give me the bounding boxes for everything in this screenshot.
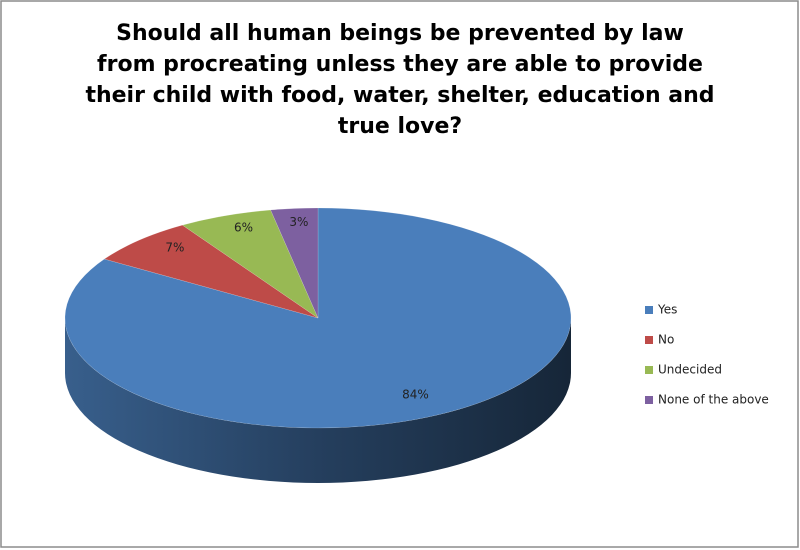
slice xyxy=(270,207,319,319)
chart-title: Should all human beings be prevented by … xyxy=(85,21,714,139)
title-line: Should all human beings be prevented by … xyxy=(116,21,684,46)
slice xyxy=(103,224,319,319)
legend-swatch xyxy=(645,306,653,314)
slice xyxy=(64,207,572,429)
legend-label: Yes xyxy=(657,303,677,317)
title-line: their child with food, water, shelter, e… xyxy=(85,83,714,108)
legend-swatch xyxy=(645,396,653,404)
data-label: 3% xyxy=(289,215,308,229)
slice xyxy=(181,209,319,319)
slice-side xyxy=(65,318,571,483)
legend-label: Undecided xyxy=(658,363,722,377)
data-label: 84% xyxy=(402,388,429,402)
title-line: true love? xyxy=(338,114,462,139)
data-label: 7% xyxy=(165,240,184,254)
legend-label: No xyxy=(658,333,674,347)
data-label: 6% xyxy=(234,221,253,235)
title-line: from procreating unless they are able to… xyxy=(97,52,703,77)
legend-swatch xyxy=(645,366,653,374)
legend-label: None of the above xyxy=(658,393,769,407)
legend-swatch xyxy=(645,336,653,344)
